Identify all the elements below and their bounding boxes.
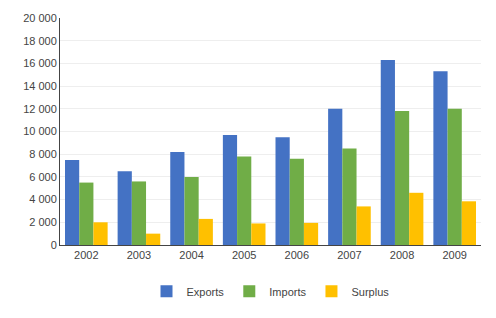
svg-text:14 000: 14 000 — [23, 80, 57, 92]
svg-text:2003: 2003 — [127, 249, 151, 261]
svg-text:2 000: 2 000 — [29, 216, 57, 228]
svg-text:10 000: 10 000 — [23, 125, 57, 137]
svg-text:Imports: Imports — [269, 286, 306, 298]
svg-text:16 000: 16 000 — [23, 57, 57, 69]
svg-text:2006: 2006 — [285, 249, 309, 261]
svg-text:8 000: 8 000 — [29, 148, 57, 160]
svg-text:2002: 2002 — [74, 249, 98, 261]
svg-text:0: 0 — [51, 239, 57, 251]
svg-text:6 000: 6 000 — [29, 171, 57, 183]
svg-text:Surplus: Surplus — [351, 286, 389, 298]
svg-text:2005: 2005 — [232, 249, 256, 261]
svg-text:2009: 2009 — [442, 249, 466, 261]
svg-text:Exports: Exports — [187, 286, 225, 298]
svg-text:20 000: 20 000 — [23, 12, 57, 24]
svg-text:2008: 2008 — [390, 249, 414, 261]
svg-text:4 000: 4 000 — [29, 193, 57, 205]
svg-text:18 000: 18 000 — [23, 35, 57, 47]
svg-text:2007: 2007 — [337, 249, 361, 261]
svg-text:12 000: 12 000 — [23, 103, 57, 115]
svg-text:2004: 2004 — [179, 249, 203, 261]
